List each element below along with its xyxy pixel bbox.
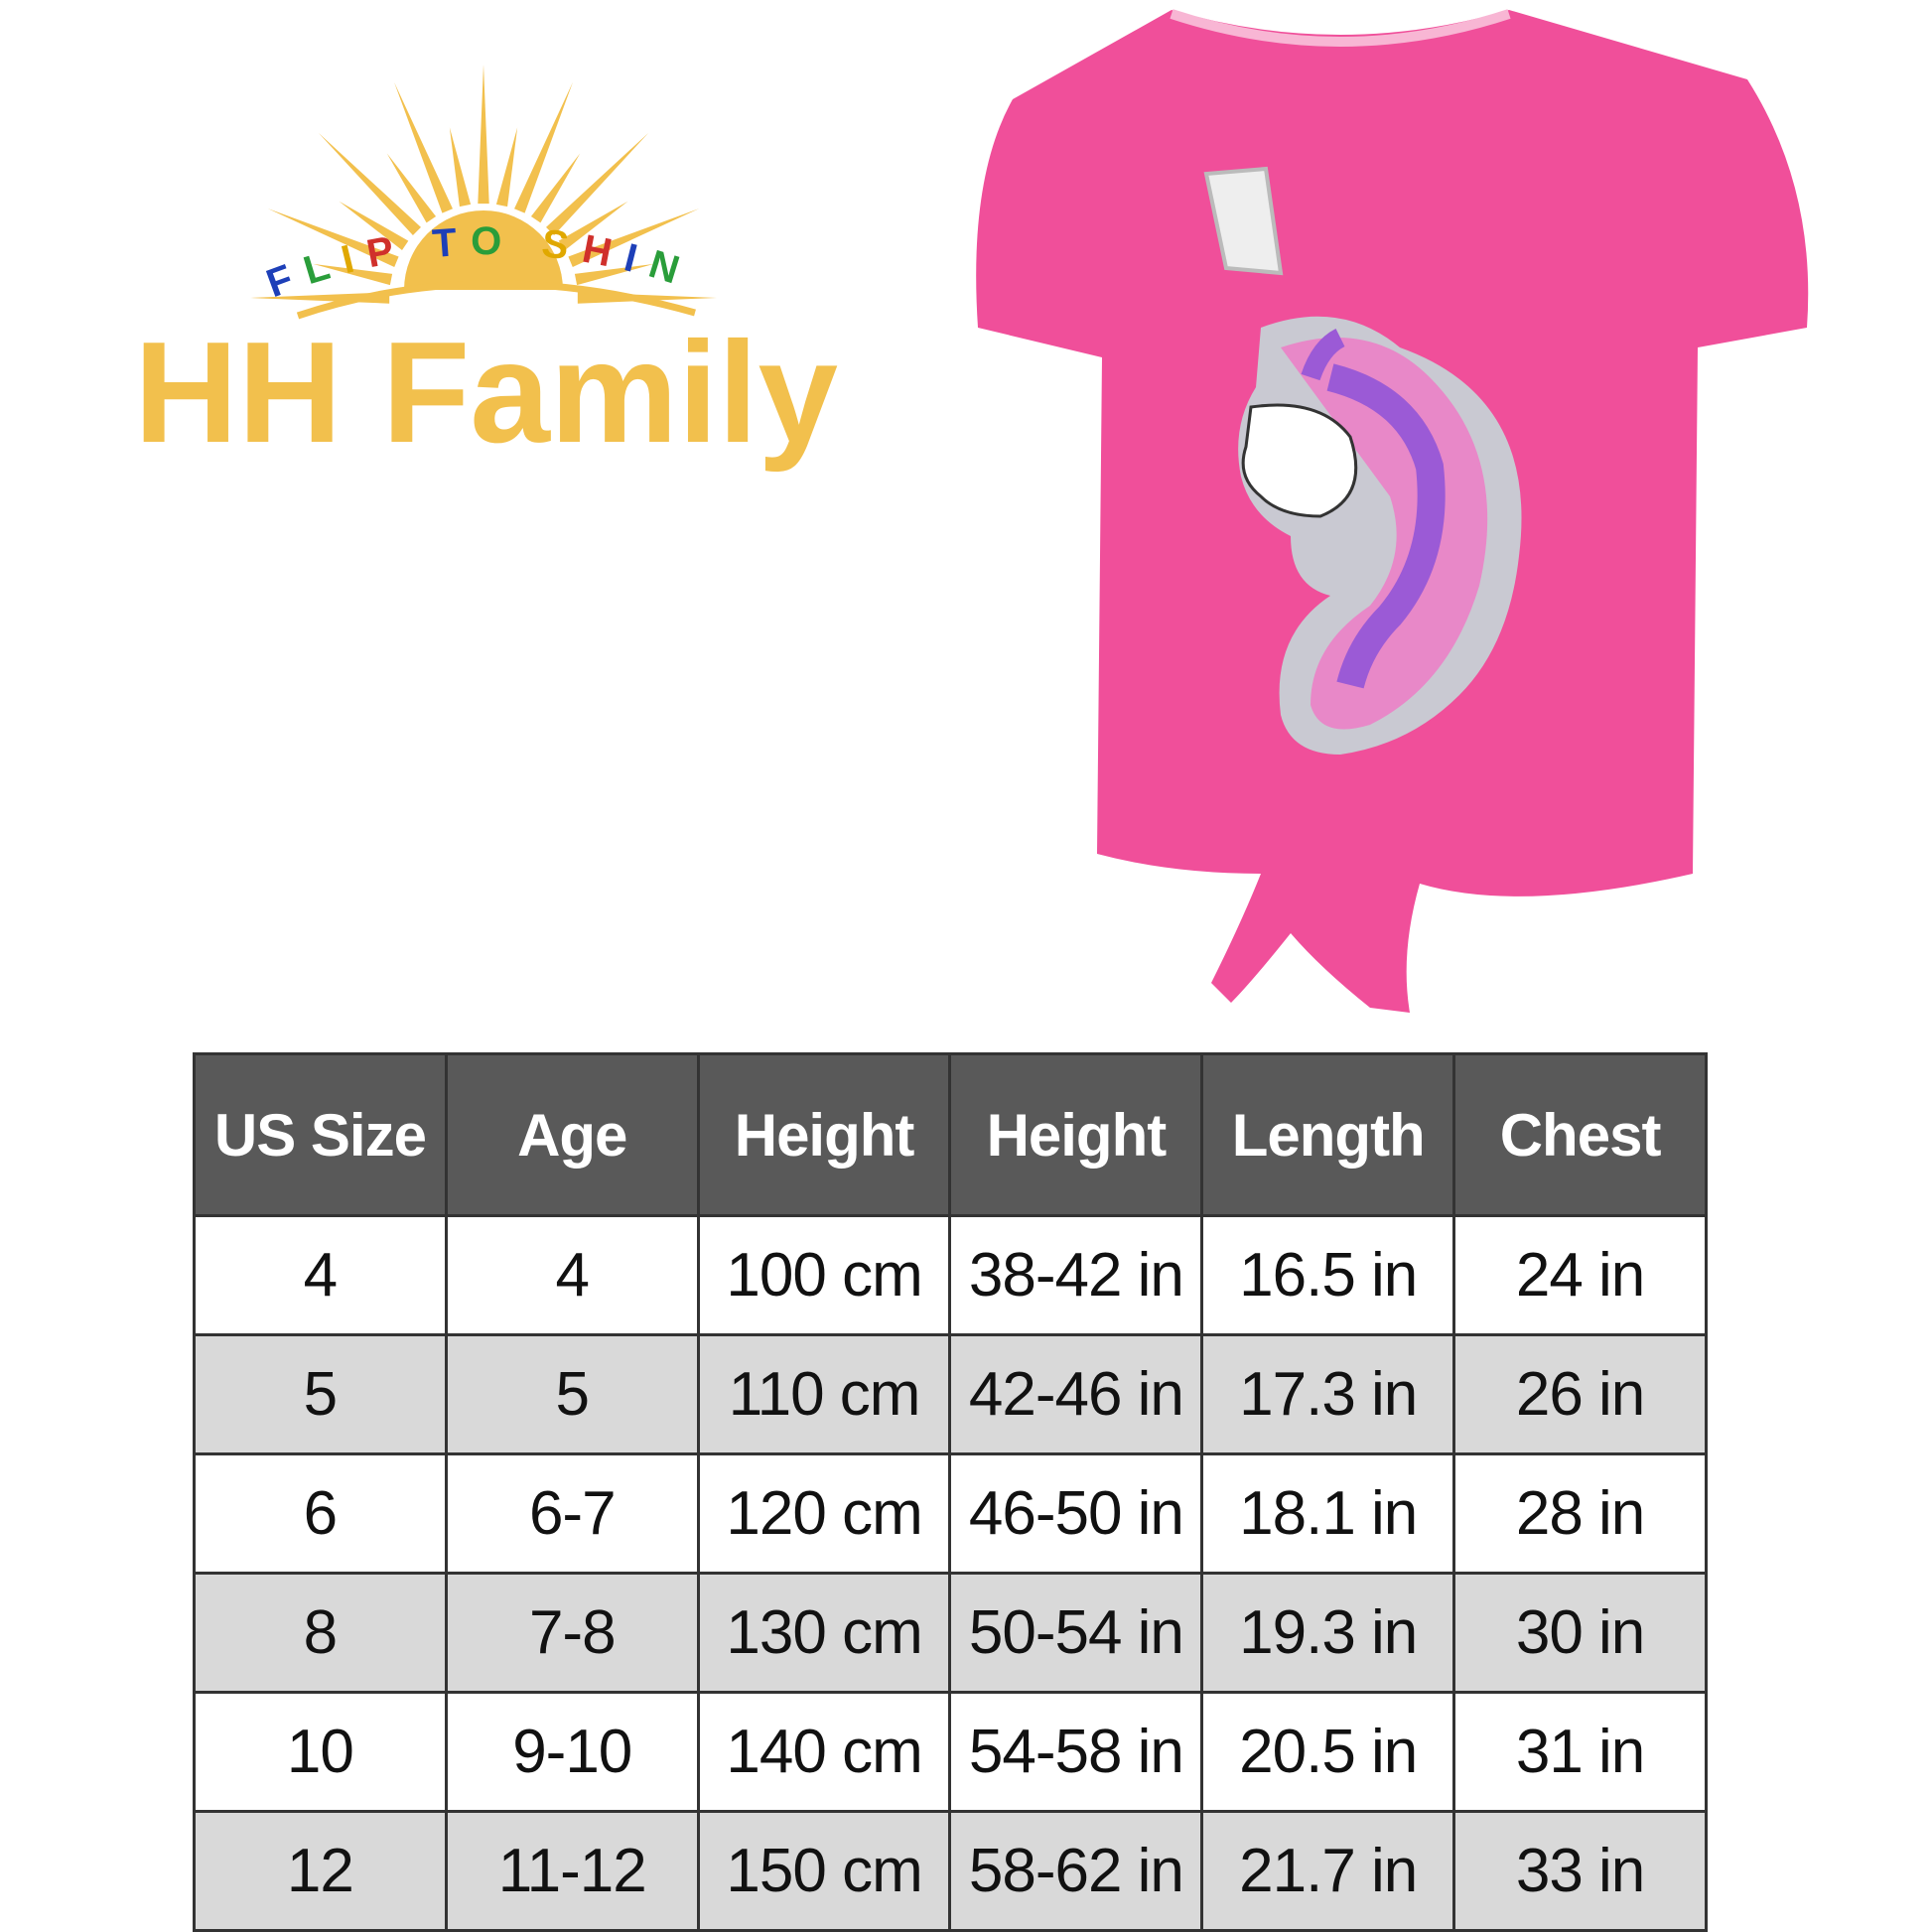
tagline-letter: P	[363, 226, 410, 277]
table-cell: 100 cm	[696, 1214, 952, 1336]
logo-tagline-path: FLIP TO SHINE	[0, 0, 684, 306]
sun-ray	[394, 81, 453, 213]
table-row: 12 11-12 150 cm 58-62 in 21.7 in 33 in	[193, 1810, 1708, 1932]
logo-tagline: FLIP TO SHINE	[0, 0, 698, 306]
sun-ray	[574, 263, 654, 286]
table-cell: 54-58 in	[948, 1691, 1204, 1813]
sun-ray	[386, 153, 437, 223]
table-cell: 24 in	[1452, 1214, 1708, 1336]
tagline-letter: O	[471, 219, 515, 263]
table-cell: 5	[444, 1333, 700, 1455]
tagline-letter: T	[431, 219, 472, 266]
table-cell: 6-7	[444, 1452, 700, 1575]
sun-ray	[558, 201, 628, 251]
size-table: US Size Age Height Height Length Chest 4 4 100 …	[193, 1052, 1708, 1932]
table-cell: 50-54 in	[948, 1572, 1204, 1694]
table-cell: 46-50 in	[948, 1452, 1204, 1575]
table-cell: 110 cm	[696, 1333, 952, 1455]
table-cell: 33 in	[1452, 1810, 1708, 1932]
header-cell: Height	[696, 1052, 952, 1217]
table-cell: 6	[193, 1452, 448, 1575]
header-cell: US Size	[193, 1052, 448, 1217]
tagline-letter: S	[539, 221, 585, 270]
table-cell: 21.7 in	[1200, 1810, 1456, 1932]
table-cell: 58-62 in	[948, 1810, 1204, 1932]
table-row: 4 4 100 cm 38-42 in 16.5 in 24 in	[193, 1214, 1708, 1336]
sun-ray	[478, 65, 489, 205]
shirt	[976, 9, 1809, 1013]
product-art: FLIP TO SHINE HH Family	[0, 0, 1809, 1013]
header-row: US Size Age Height Height Length Chest	[193, 1052, 1708, 1217]
sun-ray	[313, 263, 393, 286]
table-cell: 17.3 in	[1200, 1333, 1456, 1455]
table-cell: 7-8	[444, 1572, 700, 1694]
table-row: 10 9-10 140 cm 54-58 in 20.5 in 31 in	[193, 1691, 1708, 1813]
table-cell: 28 in	[1452, 1452, 1708, 1575]
table-cell: 30 in	[1452, 1572, 1708, 1694]
table-cell: 31 in	[1452, 1691, 1708, 1813]
sun-ray	[449, 127, 472, 207]
sun-ray	[514, 81, 573, 213]
table-cell: 18.1 in	[1200, 1452, 1456, 1575]
sun-ray	[546, 132, 649, 235]
table-cell: 130 cm	[696, 1572, 952, 1694]
table-cell: 16.5 in	[1200, 1214, 1456, 1336]
table-cell: 4	[444, 1214, 700, 1336]
sun-ray	[267, 208, 399, 267]
table-cell: 11-12	[444, 1810, 700, 1932]
logo-sun	[250, 65, 717, 304]
sun-disc	[404, 210, 563, 290]
table-cell: 8	[193, 1572, 448, 1694]
tagline-letter: H	[579, 227, 629, 278]
table-row: 6 6-7 120 cm 46-50 in 18.1 in 28 in	[193, 1452, 1708, 1575]
table-cell: 20.5 in	[1200, 1691, 1456, 1813]
table-cell: 19.3 in	[1200, 1572, 1456, 1694]
sun-ray	[530, 153, 581, 223]
table-cell: 26 in	[1452, 1333, 1708, 1455]
table-cell: 42-46 in	[948, 1333, 1204, 1455]
table-cell: 9-10	[444, 1691, 700, 1813]
sun-ray	[339, 201, 409, 251]
table-cell: 140 cm	[696, 1691, 952, 1813]
logo-brand: HH Family	[134, 312, 838, 473]
table-row: 8 7-8 130 cm 50-54 in 19.3 in 30 in	[193, 1572, 1708, 1694]
header-cell: Age	[444, 1052, 700, 1217]
table-row: 5 5 110 cm 42-46 in 17.3 in 26 in	[193, 1333, 1708, 1455]
table-cell: 38-42 in	[948, 1214, 1204, 1336]
sun-ray	[318, 132, 421, 235]
table-body: 4 4 100 cm 38-42 in 16.5 in 24 in 5 5 110 cm 42-4…	[193, 1214, 1708, 1932]
table-cell: 10	[193, 1691, 448, 1813]
tagline-letter: E	[0, 0, 20, 9]
header-cell: Chest	[1452, 1052, 1708, 1217]
table-cell: 12	[193, 1810, 448, 1932]
table-cell: 5	[193, 1333, 448, 1455]
sun-ray	[495, 127, 518, 207]
header-cell: Length	[1200, 1052, 1456, 1217]
table-cell: 120 cm	[696, 1452, 952, 1575]
sun-ray	[568, 208, 700, 267]
table-cell: 4	[193, 1214, 448, 1336]
logo-arc	[296, 280, 696, 320]
header-cell: Height	[948, 1052, 1204, 1217]
table-cell: 150 cm	[696, 1810, 952, 1932]
